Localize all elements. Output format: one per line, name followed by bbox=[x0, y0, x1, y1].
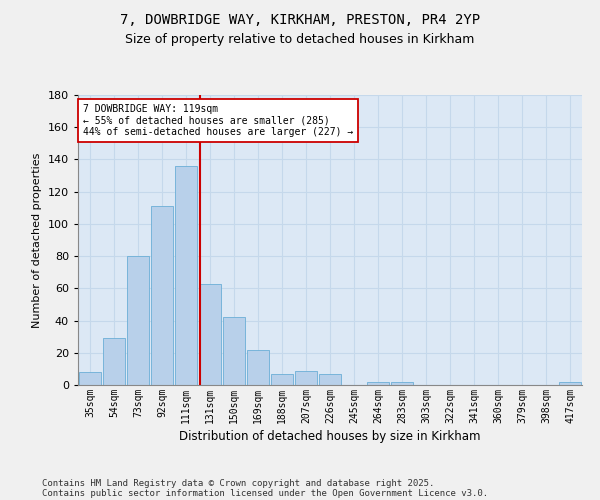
Bar bbox=[391, 382, 413, 385]
Bar bbox=[559, 382, 581, 385]
Bar bbox=[271, 374, 293, 385]
Bar bbox=[223, 318, 245, 385]
X-axis label: Distribution of detached houses by size in Kirkham: Distribution of detached houses by size … bbox=[179, 430, 481, 443]
Text: Contains HM Land Registry data © Crown copyright and database right 2025.: Contains HM Land Registry data © Crown c… bbox=[42, 478, 434, 488]
Bar bbox=[319, 374, 341, 385]
Bar bbox=[127, 256, 149, 385]
Bar bbox=[199, 284, 221, 385]
Text: 7, DOWBRIDGE WAY, KIRKHAM, PRESTON, PR4 2YP: 7, DOWBRIDGE WAY, KIRKHAM, PRESTON, PR4 … bbox=[120, 12, 480, 26]
Bar bbox=[79, 372, 101, 385]
Bar bbox=[151, 206, 173, 385]
Bar bbox=[247, 350, 269, 385]
Bar bbox=[175, 166, 197, 385]
Text: Contains public sector information licensed under the Open Government Licence v3: Contains public sector information licen… bbox=[42, 488, 488, 498]
Text: Size of property relative to detached houses in Kirkham: Size of property relative to detached ho… bbox=[125, 32, 475, 46]
Bar bbox=[367, 382, 389, 385]
Bar bbox=[295, 370, 317, 385]
Y-axis label: Number of detached properties: Number of detached properties bbox=[32, 152, 42, 328]
Text: 7 DOWBRIDGE WAY: 119sqm
← 55% of detached houses are smaller (285)
44% of semi-d: 7 DOWBRIDGE WAY: 119sqm ← 55% of detache… bbox=[83, 104, 353, 137]
Bar bbox=[103, 338, 125, 385]
